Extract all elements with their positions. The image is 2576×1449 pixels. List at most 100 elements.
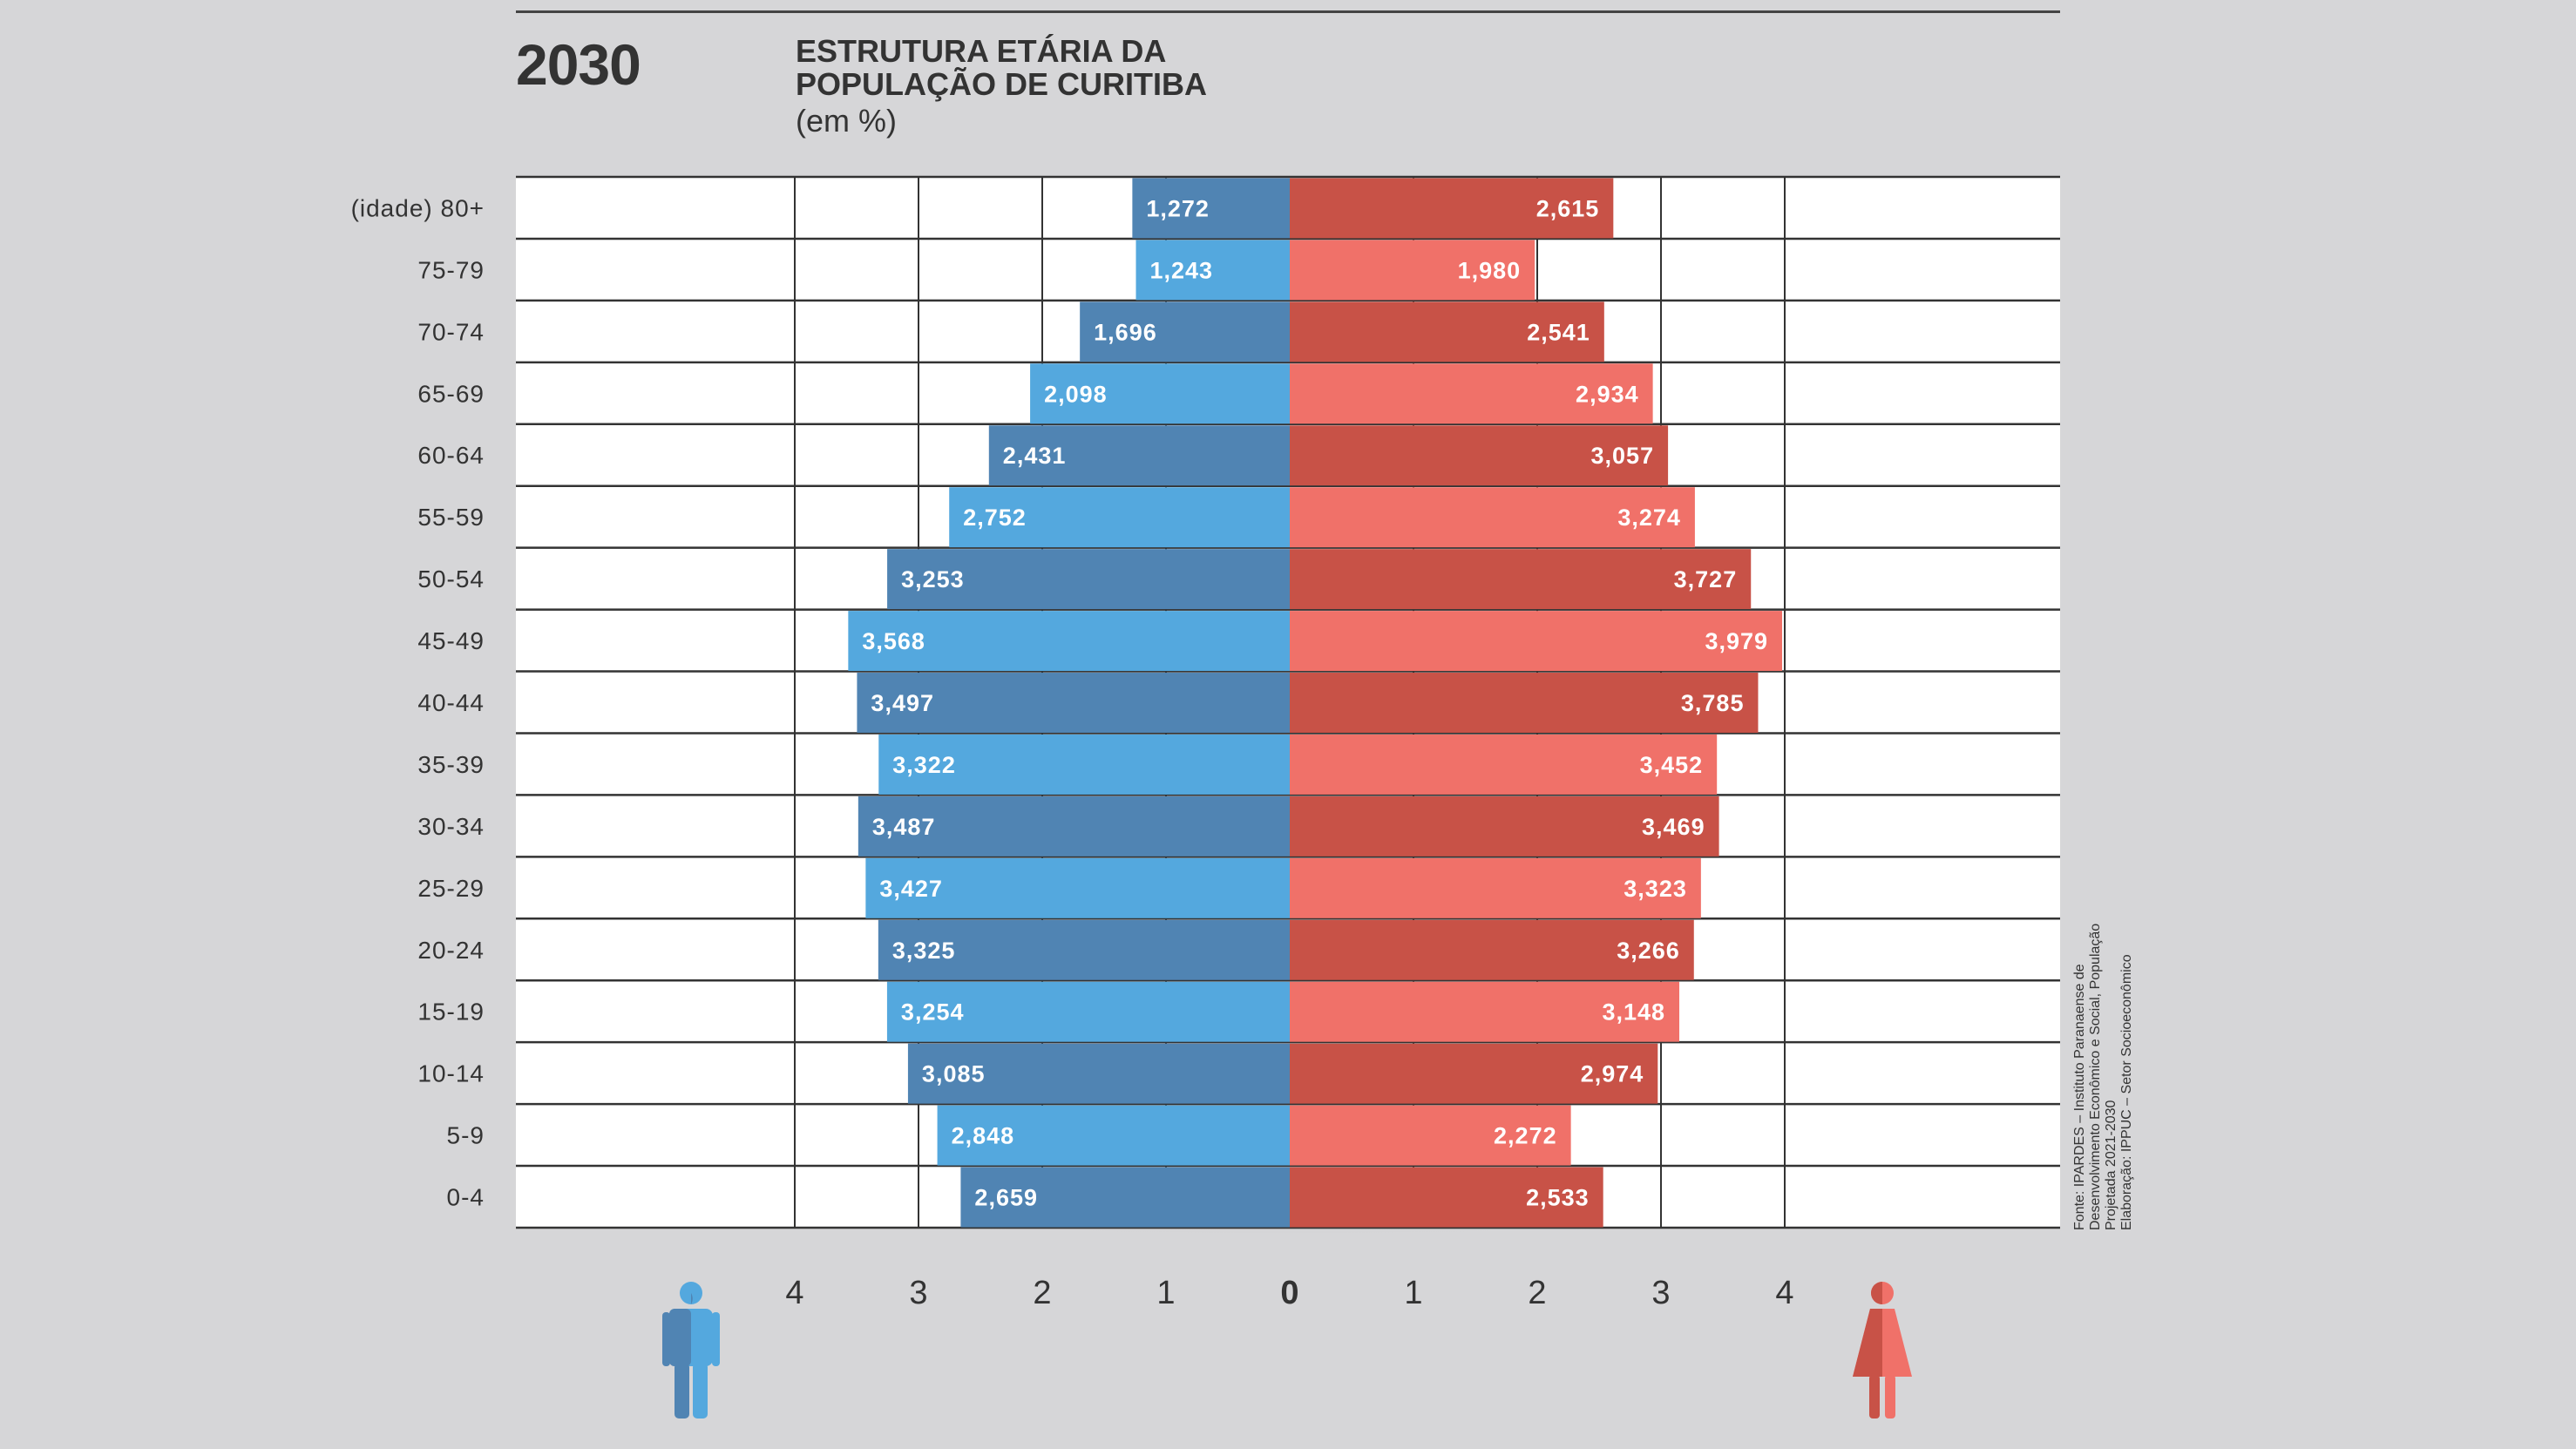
male-value-label: 3,487 <box>872 814 936 840</box>
male-bar <box>887 549 1290 610</box>
female-bar <box>1290 1167 1603 1228</box>
female-value-label: 3,274 <box>1617 504 1681 531</box>
female-value-label: 3,469 <box>1642 814 1705 840</box>
male-value-label: 3,427 <box>879 876 943 902</box>
female-bar <box>1290 981 1680 1042</box>
female-value-label: 1,980 <box>1458 257 1522 283</box>
x-tick-label: 1 <box>1404 1275 1422 1311</box>
female-value-label: 3,979 <box>1705 628 1768 654</box>
chart-title-line1: ESTRUTURA ETÁRIA DA <box>796 33 1167 69</box>
male-bar <box>949 487 1290 548</box>
male-value-label: 2,659 <box>974 1185 1038 1211</box>
x-tick-label: 3 <box>1651 1275 1670 1311</box>
female-value-label: 3,785 <box>1681 690 1745 716</box>
male-value-label: 3,325 <box>892 938 956 964</box>
male-bar <box>848 611 1290 672</box>
female-bar <box>1290 796 1719 857</box>
source-note: Fonte: IPARDES – Instituto Paranaense de… <box>2072 924 2135 1230</box>
source-line3: Projetada 2021-2030 <box>2104 1100 2118 1230</box>
male-value-label: 2,848 <box>952 1123 1015 1149</box>
male-bar <box>1080 301 1290 362</box>
source-line4: Elaboração: IPPUC – Setor Socioeconômico <box>2119 954 2134 1230</box>
male-bar <box>988 425 1290 486</box>
age-group-label: 75-79 <box>417 256 485 283</box>
female-bar <box>1290 487 1695 548</box>
male-value-label: 3,568 <box>862 628 925 654</box>
age-group-label: 45-49 <box>417 627 485 654</box>
male-bar <box>886 981 1290 1042</box>
female-bar <box>1290 425 1669 486</box>
age-group-label: 30-34 <box>417 813 485 840</box>
x-tick-label: 4 <box>785 1275 803 1311</box>
female-bar <box>1290 178 1614 239</box>
male-bar <box>865 857 1290 918</box>
female-value-label: 3,148 <box>1602 999 1665 1026</box>
age-group-label: (idade) 80+ <box>351 194 485 221</box>
male-value-label: 3,085 <box>922 1061 986 1087</box>
age-group-label: 65-69 <box>417 380 485 407</box>
female-person-icon <box>1851 1279 1914 1423</box>
female-value-label: 2,533 <box>1526 1185 1590 1211</box>
female-bar <box>1290 363 1653 424</box>
female-value-label: 2,934 <box>1576 381 1639 407</box>
male-value-label: 2,431 <box>1003 443 1067 469</box>
male-value-label: 1,272 <box>1146 195 1210 221</box>
male-bar <box>960 1167 1290 1228</box>
male-value-label: 3,497 <box>871 690 934 716</box>
age-group-label: 25-29 <box>417 875 485 902</box>
male-bar <box>907 1043 1290 1104</box>
top-rule <box>516 10 2060 13</box>
chart-title-line2: POPULAÇÃO DE CURITIBA <box>796 66 1208 102</box>
female-value-label: 2,615 <box>1536 195 1600 221</box>
male-value-label: 3,322 <box>892 752 956 778</box>
female-bar <box>1290 919 1694 980</box>
male-bar <box>937 1105 1290 1166</box>
male-value-label: 3,254 <box>901 999 965 1026</box>
source-line1: Fonte: IPARDES – Instituto Paranaense de <box>2072 964 2087 1230</box>
age-group-label: 15-19 <box>417 999 485 1026</box>
age-group-label: 0-4 <box>447 1184 485 1211</box>
chart-year: 2030 <box>516 32 641 97</box>
female-value-label: 3,266 <box>1617 938 1680 964</box>
age-group-label: 40-44 <box>417 689 485 716</box>
male-value-label: 1,243 <box>1149 257 1213 283</box>
male-bar <box>1030 363 1290 424</box>
female-value-label: 3,323 <box>1624 876 1687 902</box>
male-bar <box>878 734 1290 795</box>
female-bar <box>1290 1105 1571 1166</box>
female-value-label: 2,541 <box>1527 319 1590 345</box>
female-bar <box>1290 240 1535 301</box>
male-bar <box>858 796 1290 857</box>
age-group-label: 70-74 <box>417 318 485 345</box>
female-value-label: 3,057 <box>1591 443 1655 469</box>
chart-title: ESTRUTURA ETÁRIA DA POPULAÇÃO DE CURITIB… <box>796 35 1207 101</box>
male-value-label: 1,696 <box>1094 319 1157 345</box>
age-group-label: 10-14 <box>417 1060 485 1087</box>
age-group-label: 35-39 <box>417 751 485 778</box>
x-tick-label: 0 <box>1280 1275 1298 1311</box>
male-value-label: 3,253 <box>901 566 965 592</box>
age-group-label: 60-64 <box>417 442 485 469</box>
male-value-label: 2,098 <box>1044 381 1108 407</box>
male-bar <box>1132 178 1290 239</box>
x-tick-label: 4 <box>1775 1275 1793 1311</box>
male-bar <box>878 919 1290 980</box>
female-value-label: 2,974 <box>1581 1061 1644 1087</box>
male-bar <box>857 673 1290 733</box>
age-group-label: 50-54 <box>417 565 485 592</box>
female-bar <box>1290 301 1604 362</box>
x-tick-label: 1 <box>1156 1275 1175 1311</box>
female-bar <box>1290 673 1759 733</box>
female-bar <box>1290 734 1718 795</box>
female-value-label: 3,452 <box>1640 752 1704 778</box>
x-tick-label: 2 <box>1528 1275 1546 1311</box>
male-value-label: 2,752 <box>963 504 1027 531</box>
source-line2: Desenvolvimento Econômico e Social, Popu… <box>2088 923 2103 1230</box>
male-bar <box>1135 240 1290 301</box>
female-bar <box>1290 1043 1658 1104</box>
chart-subtitle: (em %) <box>796 103 897 139</box>
female-value-label: 2,272 <box>1494 1123 1557 1149</box>
age-group-label: 55-59 <box>417 504 485 531</box>
